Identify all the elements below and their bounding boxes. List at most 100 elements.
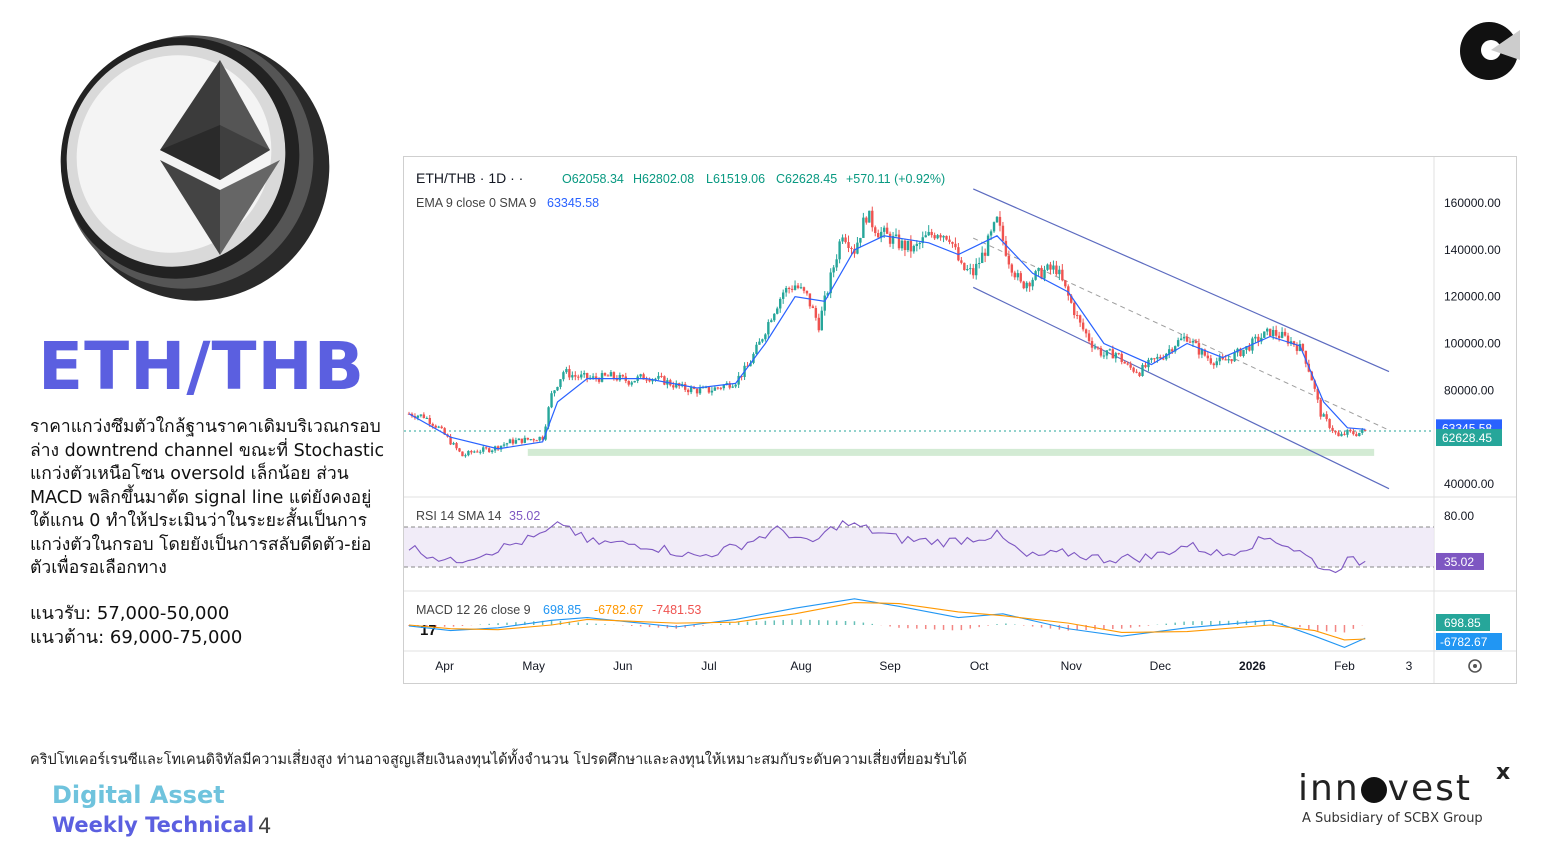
candle-body [891, 235, 895, 244]
candle-body [1230, 359, 1233, 362]
candle-body [675, 383, 678, 388]
last-price-badge [1436, 429, 1502, 447]
candle-body [1179, 338, 1183, 341]
candle-body [591, 376, 595, 378]
macd-label: MACD 12 26 close 9 [416, 603, 531, 617]
time-tick-label: Feb [1334, 659, 1355, 673]
candle-body [1067, 286, 1070, 296]
candle-body [1061, 269, 1064, 281]
candle-body [933, 235, 936, 239]
time-tick-label: Jun [613, 659, 632, 673]
candle-body [1274, 329, 1278, 336]
candle-body [1203, 349, 1207, 356]
candle-body [1188, 341, 1192, 343]
candle-body [977, 263, 981, 265]
candle-body [565, 369, 568, 373]
candle-body [660, 375, 663, 377]
candle-body [1043, 269, 1046, 279]
candle-body [1138, 372, 1141, 376]
candle-body [464, 455, 467, 457]
candle-body [793, 285, 797, 290]
candle-body [689, 387, 693, 393]
candle-body [773, 313, 776, 321]
candle-body [1105, 350, 1109, 356]
macd-signal-line [408, 602, 1366, 641]
candle-body [1358, 432, 1361, 437]
logo-superscript: x [1496, 760, 1511, 785]
candle-body [871, 210, 874, 228]
candle-body [606, 375, 610, 377]
candle-body [556, 386, 559, 391]
candle-body [1343, 433, 1346, 435]
candle-body [1355, 434, 1358, 437]
candle-body [799, 287, 803, 289]
candle-body [618, 374, 622, 381]
candle-body [832, 267, 835, 273]
candle-body [1364, 429, 1367, 431]
candle-body [1301, 343, 1305, 351]
candle-body [847, 242, 850, 248]
time-tick-label: Nov [1061, 659, 1082, 673]
candle-body [1126, 363, 1129, 365]
tradingview-logo-icon: 17 [420, 622, 437, 639]
candle-body [888, 233, 892, 244]
candle-body [844, 237, 847, 243]
candle-body [1028, 282, 1031, 287]
candle-body [1153, 358, 1156, 360]
candle-body [1298, 343, 1302, 351]
candle-body [621, 374, 625, 377]
candle-body [989, 231, 993, 236]
candle-body [817, 317, 821, 331]
candle-body [930, 231, 933, 236]
candle-body [731, 386, 734, 388]
channel-upper-line [973, 188, 1390, 373]
candle-body [1191, 341, 1195, 343]
candle-body [645, 379, 648, 381]
candle-body [740, 375, 743, 377]
candle-body [728, 383, 731, 388]
chart-settings-gear-icon[interactable] [1468, 659, 1482, 673]
candle-body [476, 451, 479, 453]
candle-body [461, 451, 464, 457]
candle-body [639, 374, 642, 377]
candle-body [1141, 364, 1144, 376]
rsi-value-label: 35.02 [509, 509, 540, 523]
ohlc-high: H62802.08 [633, 172, 694, 186]
candle-body [1019, 273, 1022, 282]
candle-body [470, 451, 473, 453]
candle-body [1064, 280, 1067, 287]
footer-series: Weekly Technical [52, 813, 255, 837]
candle-body [612, 372, 616, 379]
candle-body [1313, 380, 1316, 389]
candle-body [957, 247, 960, 261]
innovest-logo: inn vest [1298, 768, 1472, 809]
candle-body [1135, 371, 1138, 373]
candle-body [820, 310, 823, 331]
time-tick-label: Aug [790, 659, 811, 673]
candle-body [906, 240, 910, 251]
candle-body [508, 439, 512, 444]
signal-value-label: -6782.67 [594, 603, 643, 617]
candle-body [1016, 273, 1019, 278]
candle-body [562, 372, 565, 380]
candle-body [1340, 433, 1343, 437]
candle-body [1010, 264, 1014, 273]
candle-body [1162, 358, 1165, 360]
time-tick-label: Apr [435, 659, 454, 673]
candle-body [449, 436, 452, 445]
price-tick-label: 100000.00 [1444, 337, 1501, 351]
candle-body [577, 376, 580, 378]
candle-body [505, 443, 509, 445]
candle-body [1254, 336, 1257, 339]
candle-body [1171, 349, 1174, 352]
candle-body [998, 216, 1002, 226]
candle-body [1081, 322, 1085, 330]
logo-word-post: vest [1387, 768, 1472, 809]
candle-body [419, 414, 423, 416]
candle-body [969, 268, 972, 270]
candle-body [1325, 414, 1328, 420]
candle-body [1075, 315, 1079, 317]
candle-body [850, 247, 853, 249]
candle-body [1129, 364, 1132, 368]
time-tick-label: May [522, 659, 545, 673]
